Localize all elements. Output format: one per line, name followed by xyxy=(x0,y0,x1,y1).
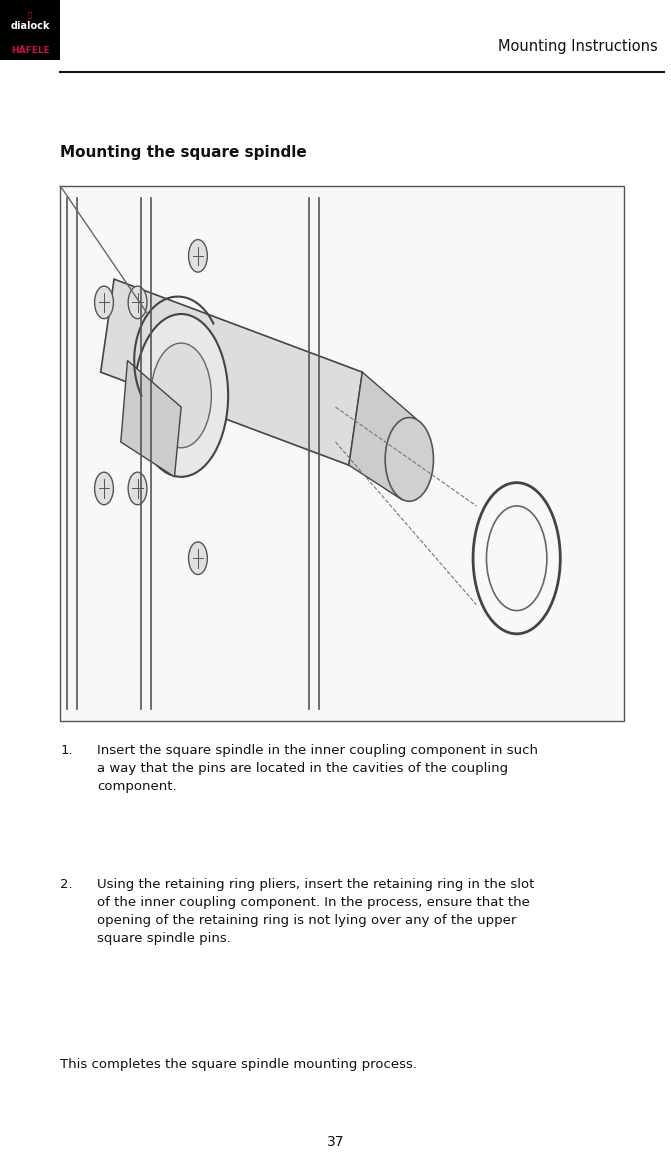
Circle shape xyxy=(189,542,207,575)
Text: 37: 37 xyxy=(327,1135,344,1149)
Circle shape xyxy=(95,472,113,505)
Polygon shape xyxy=(121,361,181,477)
Text: HÄFELE: HÄFELE xyxy=(11,45,50,55)
Circle shape xyxy=(151,343,211,448)
Circle shape xyxy=(385,418,433,501)
Circle shape xyxy=(128,472,147,505)
Circle shape xyxy=(189,240,207,272)
Text: 📶: 📶 xyxy=(28,12,32,19)
Circle shape xyxy=(95,286,113,319)
FancyBboxPatch shape xyxy=(60,186,624,721)
Polygon shape xyxy=(101,279,362,465)
Text: Insert the square spindle in the inner coupling component in such
a way that the: Insert the square spindle in the inner c… xyxy=(97,744,538,793)
Text: Mounting Instructions: Mounting Instructions xyxy=(498,40,658,53)
Text: dialock: dialock xyxy=(11,21,50,30)
Circle shape xyxy=(134,314,228,477)
Text: This completes the square spindle mounting process.: This completes the square spindle mounti… xyxy=(60,1058,417,1071)
Text: Mounting the square spindle: Mounting the square spindle xyxy=(60,145,307,160)
Text: Using the retaining ring pliers, insert the retaining ring in the slot
of the in: Using the retaining ring pliers, insert … xyxy=(97,878,535,946)
Text: 1.: 1. xyxy=(60,744,73,757)
Polygon shape xyxy=(349,372,416,500)
Circle shape xyxy=(128,286,147,319)
FancyBboxPatch shape xyxy=(0,0,60,60)
Text: 2.: 2. xyxy=(60,878,73,891)
